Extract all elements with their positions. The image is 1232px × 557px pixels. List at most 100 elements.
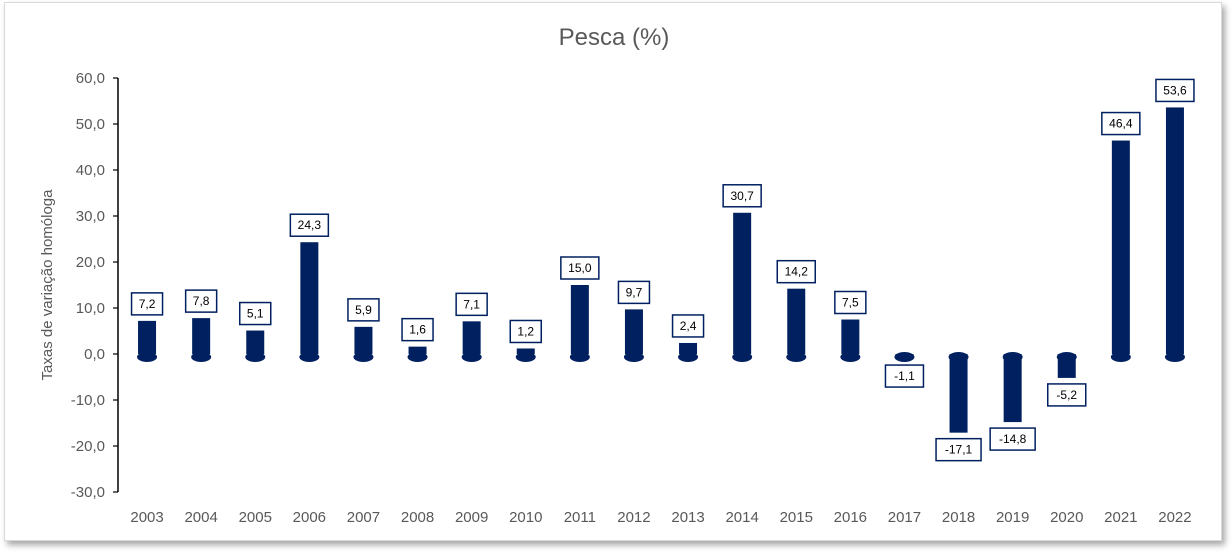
data-label: 9,7 <box>617 280 651 305</box>
bar-base <box>623 352 644 362</box>
bar-base <box>786 352 807 362</box>
bar <box>192 318 211 354</box>
x-tick-label: 2020 <box>1050 509 1083 526</box>
data-label: 7,1 <box>455 292 488 317</box>
bar <box>624 309 643 354</box>
bar <box>300 242 319 354</box>
data-label-box <box>671 314 705 338</box>
bar-base <box>948 352 969 362</box>
data-label-box <box>722 184 762 208</box>
data-label-text: 7,2 <box>139 297 156 311</box>
data-label-box <box>509 319 542 344</box>
x-tick-label: 2007 <box>347 509 380 526</box>
x-tick-label: 2021 <box>1104 509 1137 526</box>
data-label-box <box>1047 383 1087 407</box>
bar-base <box>461 352 482 362</box>
data-label-box <box>347 298 380 322</box>
bar <box>1003 354 1022 423</box>
data-label: -14,8 <box>989 427 1036 451</box>
axes: -30,0 -20,0 -10,0 0,0 10,0 20,0 30,0 40,0 50,0 60… <box>71 70 1192 526</box>
bar-base <box>678 352 699 362</box>
x-tick-label: 2008 <box>401 509 434 526</box>
data-label: 2,4 <box>671 314 705 338</box>
x-tick-label: 2015 <box>780 509 813 526</box>
data-labels: 7,2 7,8 5,1 24,3 5,9 1,6 7,1 1,2 15,0 9,7 2,4 30,7 1… <box>130 78 1195 462</box>
x-tick-label: 2005 <box>239 509 272 526</box>
bar <box>408 346 427 354</box>
data-label-text: 5,9 <box>355 303 372 317</box>
bar <box>679 342 698 354</box>
bar <box>1165 107 1184 354</box>
bar-base <box>840 352 861 362</box>
x-tick-label: 2014 <box>725 509 758 526</box>
data-label: 24,3 <box>289 213 330 237</box>
bar-base <box>407 352 428 362</box>
y-tick-label: -30,0 <box>71 484 105 501</box>
bar-base <box>569 352 590 362</box>
data-label: 53,6 <box>1155 78 1195 103</box>
data-label: 5,9 <box>347 298 380 322</box>
data-label: 30,7 <box>722 184 762 208</box>
data-label: -5,2 <box>1047 383 1087 407</box>
x-tick-label: 2019 <box>996 509 1029 526</box>
data-label-box <box>239 301 272 326</box>
bar <box>949 354 968 433</box>
x-tick-label: 2011 <box>564 509 596 526</box>
bar <box>733 212 752 354</box>
bar-base <box>245 352 266 362</box>
chart-frame <box>4 2 1222 541</box>
data-label-text: 53,6 <box>1163 83 1187 97</box>
x-tick-label: 2010 <box>509 509 542 526</box>
bar <box>1111 140 1130 354</box>
data-label-text: 7,5 <box>842 296 859 310</box>
data-label-box <box>560 256 600 280</box>
y-tick-label: 20,0 <box>76 254 105 271</box>
bar-base <box>1002 352 1023 362</box>
bar-base <box>299 352 320 362</box>
bar-base <box>1110 352 1131 362</box>
data-label-text: -17,1 <box>945 443 973 457</box>
bar-base <box>1056 352 1077 362</box>
x-tick-label: 2012 <box>617 509 650 526</box>
data-label: 5,1 <box>239 301 272 326</box>
bar <box>516 348 535 354</box>
x-tick-label: 2022 <box>1158 509 1191 526</box>
data-label: 1,2 <box>509 319 542 344</box>
data-label-text: 15,0 <box>568 261 592 275</box>
bar <box>787 288 806 354</box>
x-tick-label: 2013 <box>671 509 704 526</box>
data-label-box <box>989 427 1036 451</box>
data-label: 15,0 <box>560 256 600 280</box>
x-tick-label: 2006 <box>293 509 326 526</box>
data-label-text: 30,7 <box>730 189 754 203</box>
data-label: 7,5 <box>834 290 867 315</box>
data-label-text: 14,2 <box>785 265 809 279</box>
bars <box>137 107 1185 433</box>
data-label-box <box>289 213 330 237</box>
x-tick-label: 2017 <box>888 509 921 526</box>
data-label-text: 9,7 <box>626 285 643 299</box>
data-label-text: 24,3 <box>298 218 322 232</box>
bar-base <box>732 352 753 362</box>
data-label-text: 5,1 <box>247 307 264 321</box>
data-label: -17,1 <box>935 437 982 462</box>
data-label-text: 46,4 <box>1109 117 1133 131</box>
data-label-box <box>1155 78 1195 103</box>
bar-base <box>1164 352 1185 362</box>
chart-title: Pesca (%) <box>559 24 670 51</box>
data-label: 14,2 <box>776 259 816 284</box>
bar-base <box>137 352 158 362</box>
bar <box>246 330 265 354</box>
y-tick-label: 30,0 <box>76 208 105 225</box>
bar <box>570 285 589 354</box>
x-tick-label: 2009 <box>455 509 488 526</box>
x-tick-label: 2004 <box>184 509 217 526</box>
data-label-box <box>617 280 651 305</box>
data-label-box <box>455 292 488 317</box>
bar <box>138 320 157 354</box>
data-label-text: 1,2 <box>517 324 534 338</box>
bar-base <box>191 352 212 362</box>
y-tick-label: 40,0 <box>76 162 105 179</box>
data-label-box <box>184 289 218 313</box>
